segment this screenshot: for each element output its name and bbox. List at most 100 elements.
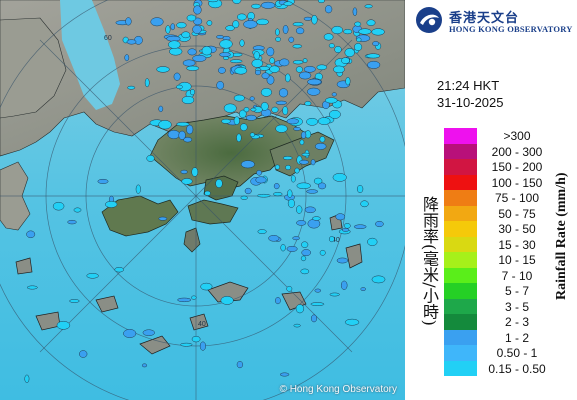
rain-echo [296, 220, 307, 226]
rain-echo [325, 97, 338, 104]
legend-range-label: 0.15 - 0.50 [488, 361, 546, 376]
rain-echo [331, 25, 343, 35]
rain-echo [141, 363, 148, 368]
rain-echo [299, 159, 309, 165]
rain-echo [192, 54, 207, 62]
legend-swatch [444, 360, 477, 376]
rain-echo [314, 142, 327, 150]
rain-echo [280, 244, 286, 252]
rain-echo [360, 200, 369, 208]
rain-echo [286, 285, 293, 292]
legend-range-label: 10 - 15 [498, 253, 536, 267]
rain-echo [317, 117, 331, 125]
rain-echo [249, 96, 255, 101]
rain-echo [298, 71, 312, 80]
rain-echo [73, 207, 82, 213]
rain-echo [285, 164, 292, 171]
rain-echo [342, 228, 350, 232]
observation-date: 31-10-2025 [437, 95, 504, 110]
hko-logo-icon [416, 7, 442, 33]
rain-echo [192, 24, 202, 34]
rain-echo [56, 320, 71, 330]
rain-echo [356, 37, 362, 43]
legend-range-label: 30 - 50 [498, 222, 536, 236]
rain-echo [282, 106, 289, 116]
rain-echo [282, 25, 289, 34]
legend-row: 30 - 50 [444, 221, 556, 237]
rain-echo [292, 60, 304, 65]
rain-echo [177, 297, 192, 303]
island-east-1 [345, 243, 363, 269]
rain-echo [236, 361, 244, 369]
rain-echo [181, 95, 195, 105]
rain-echo [293, 323, 301, 328]
rain-echo [333, 65, 345, 74]
legend-row: 150 - 200 [444, 159, 556, 175]
rain-echo [257, 229, 267, 234]
rain-echo [328, 43, 335, 49]
rain-echo [271, 106, 279, 113]
rain-echo [260, 1, 276, 9]
rain-echo [215, 179, 223, 188]
rain-echo [312, 216, 321, 221]
rain-echo [123, 329, 137, 338]
legend-range-label: 7 - 10 [501, 268, 533, 283]
rain-echo [158, 216, 168, 221]
rain-echo [236, 133, 242, 143]
rain-echo [354, 21, 362, 27]
rain-echo [301, 249, 311, 257]
legend-swatch [444, 267, 477, 283]
rain-echo [285, 73, 291, 83]
rain-echo [52, 201, 65, 211]
rain-echo [282, 156, 293, 160]
rain-echo [135, 184, 141, 194]
west-bank-land [0, 17, 67, 119]
rain-echo [167, 129, 180, 140]
rain-echo [245, 114, 257, 121]
rain-echo [371, 28, 385, 36]
rain-echo [169, 47, 183, 56]
radar-echoes [24, 0, 386, 383]
rain-echo [273, 183, 280, 190]
legend-swatch [444, 298, 477, 314]
legend-range-label: 200 - 300 [491, 144, 543, 159]
rain-echo [371, 275, 386, 284]
rain-echo [334, 45, 342, 54]
rain-echo [249, 132, 255, 138]
legend-swatch [444, 174, 477, 190]
rain-echo [290, 175, 296, 183]
rain-echo [307, 218, 321, 229]
rain-echo [356, 184, 364, 194]
rain-echo [294, 167, 300, 174]
rain-echo [240, 160, 255, 169]
rain-echo [367, 60, 381, 69]
rain-echo [233, 116, 240, 125]
rainfall-rate-scale: >300 200 - 300 150 - 200 100 - 150 75 - 100 5… [444, 128, 556, 376]
legend-row: 5 - 7 [444, 283, 556, 299]
rain-echo [269, 65, 280, 73]
rain-echo [125, 17, 132, 26]
rain-echo [366, 53, 381, 59]
rain-echo [306, 189, 319, 194]
legend-row: 0.15 - 0.50 [444, 360, 556, 376]
rain-echo [150, 17, 164, 27]
radar-map-svg: 60 40 40 [0, 0, 405, 400]
hong-kong-island [187, 199, 239, 225]
rain-echo [173, 72, 181, 81]
rain-echo [216, 81, 225, 90]
radar-map: 60 40 40 [0, 0, 405, 400]
rain-echo [255, 176, 267, 184]
rain-echo [292, 44, 303, 49]
rain-echo [158, 120, 172, 130]
rain-echo [240, 195, 248, 200]
rain-echo [331, 92, 337, 97]
island-south-4 [139, 335, 171, 355]
rain-echo [360, 287, 366, 291]
rain-echo [278, 88, 289, 98]
rain-echo [287, 189, 293, 198]
legend-row: 0.50 - 1 [444, 345, 556, 361]
rain-echo [299, 139, 305, 146]
rain-echo [301, 241, 309, 248]
legend-range-label: 3 - 5 [504, 299, 529, 314]
rain-echo [207, 0, 219, 3]
